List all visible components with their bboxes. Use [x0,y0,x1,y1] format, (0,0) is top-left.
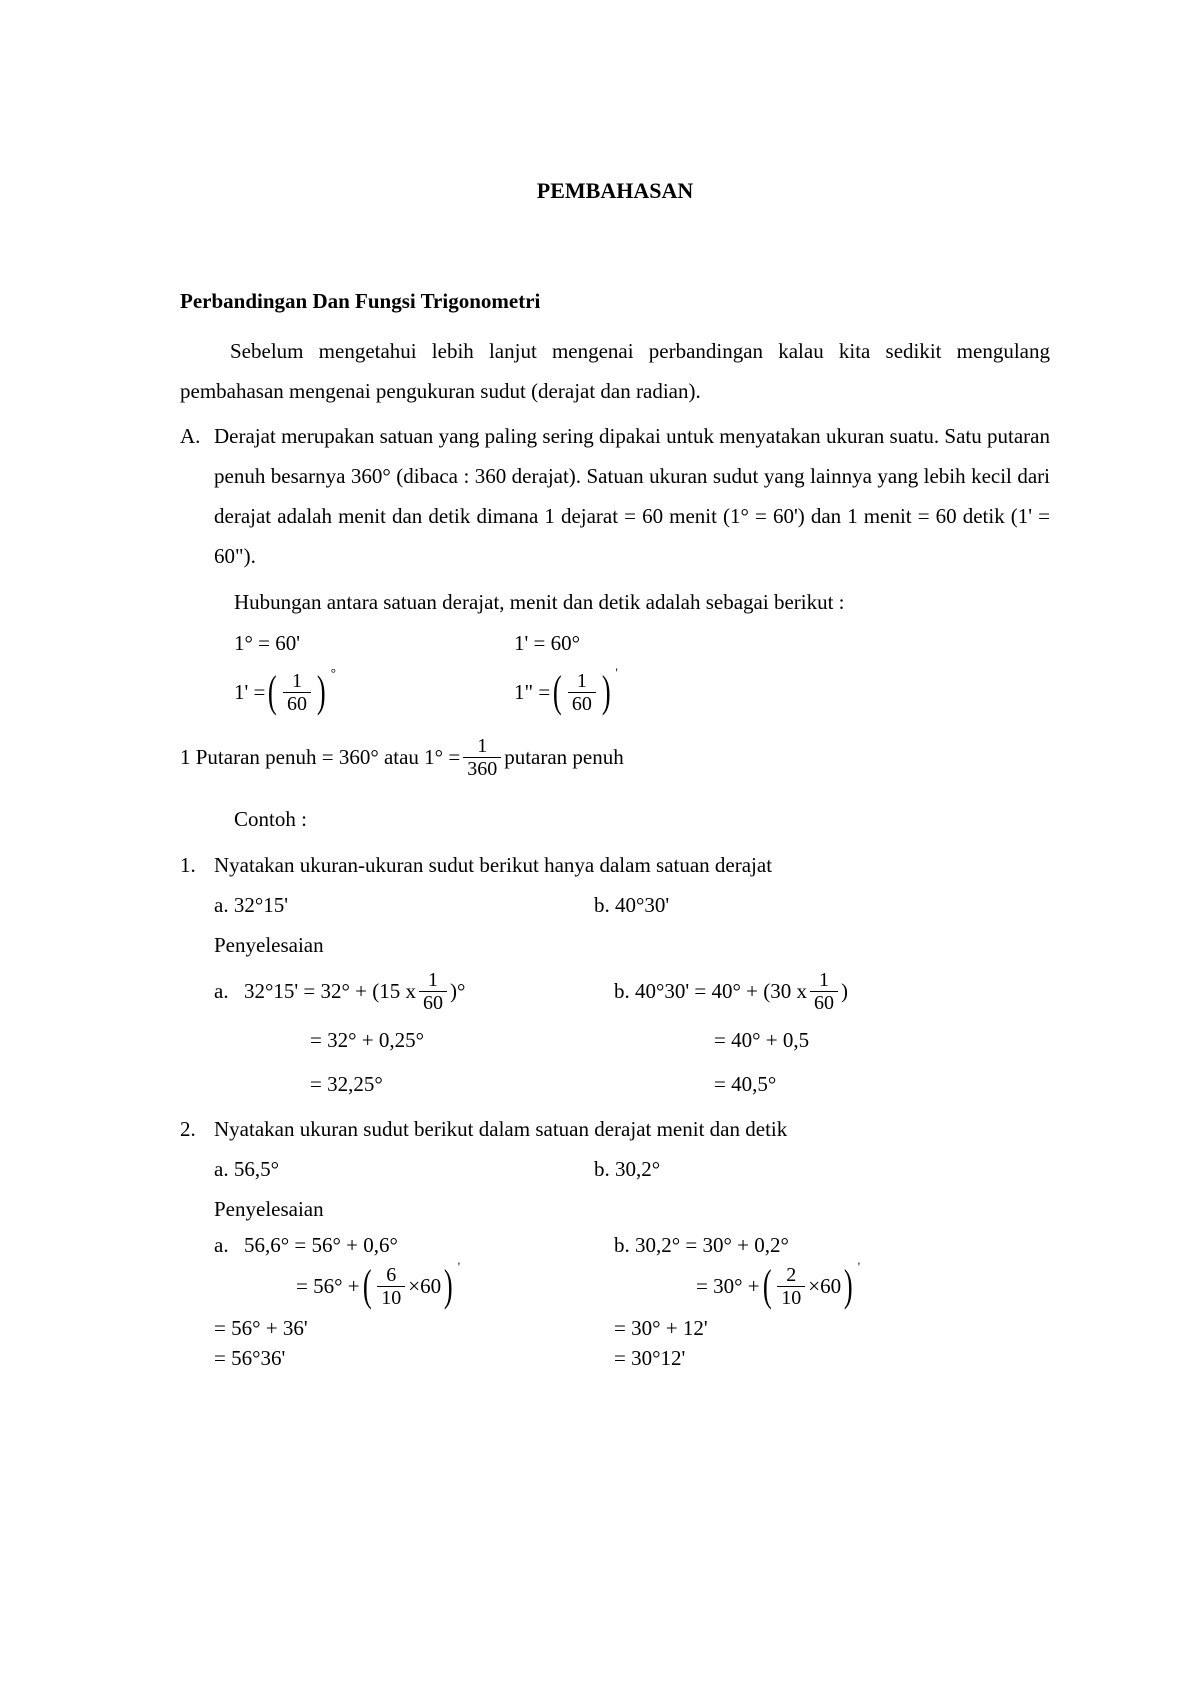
frac-1-60: 160 [419,969,447,1014]
num-marker-2: 2. [180,1110,214,1373]
problem-1: 1. Nyatakan ukuran-ukuran sudut berikut … [180,846,1050,1107]
sup-min: ' [615,666,617,679]
s2a-l4: = 56°36' [214,1343,614,1373]
s2b-l4: = 30°12' [614,1343,1050,1373]
section-subtitle: Perbandingan Dan Fungsi Trigonometri [180,282,1050,322]
s1a-l2: = 32° + 0,25° [214,1018,614,1062]
eq-2a: 1' = ( 160 ) ° [234,670,424,715]
s1a-l1: a. 32°15' = 32° + (15 x 160 )° [214,965,614,1018]
label-a: a. [214,1235,244,1256]
sup-min: ' [458,1260,460,1273]
q2-text: Nyatakan ukuran sudut berikut dalam satu… [214,1110,1050,1150]
paren-group: ( 160 ) [550,670,613,715]
frac-num: 6 [382,1264,400,1286]
penyelesaian-2: Penyelesaian [214,1190,1050,1230]
frac-1-60: 160 [810,969,838,1014]
eq-1a: 1° = 60' [234,633,424,654]
equation-row-2: 1' = ( 160 ) ° 1" = ( 160 ) ' [234,660,1050,721]
contoh-label: Contoh : [234,800,1050,840]
frac-den: 10 [777,1286,805,1309]
s1a-l3: = 32,25° [214,1062,614,1106]
eq-1b: 1' = 60° [514,633,580,654]
q1-ab-row: a. 32°15' b. 40°30' [214,886,1050,926]
x60: ×60 [808,1276,841,1297]
frac-num: 1 [815,969,833,991]
putaran-line: 1 Putaran penuh = 360° atau 1° = 1360 pu… [180,721,1050,794]
s2a-l2-pre: = 56° + [296,1276,360,1297]
equation-row-1: 1° = 60' 1' = 60° [234,623,1050,660]
paren-group: ( 210 ×60 ) [760,1264,856,1309]
eq-2b: 1" = ( 160 ) ' [514,670,618,715]
s2a-l2: = 56° + ( 610 ×60 ) ' [214,1260,614,1313]
frac-num: 1 [424,969,442,991]
s1b-l1-post: ) [841,981,848,1002]
frac-den: 360 [463,757,501,780]
problem-2: 2. Nyatakan ukuran sudut berikut dalam s… [180,1110,1050,1373]
paren-group: ( 160 ) [265,670,328,715]
s1b-l3: = 40,5° [614,1062,1050,1106]
solution-2-columns: a. 56,6° = 56° + 0,6° = 56° + ( 610 ×60 … [214,1230,1050,1373]
solution-1-columns: a. 32°15' = 32° + (15 x 160 )° = 32° + 0… [214,965,1050,1106]
list-item-a: A. Derajat merupakan satuan yang paling … [180,417,1050,577]
s2a-l1: a. 56,6° = 56° + 0,6° [214,1230,614,1260]
s2a-l1-text: 56,6° = 56° + 0,6° [244,1235,398,1256]
x60: ×60 [408,1276,441,1297]
s1a-l1-post: )° [450,981,465,1002]
sup-min: ' [858,1260,860,1273]
eq-2b-pre: 1" = [514,682,550,703]
sup-deg: ° [331,666,336,679]
s2b-l2-pre: = 30° + [696,1276,760,1297]
frac-num: 2 [782,1264,800,1286]
q1a: a. 32°15' [214,886,594,926]
paren-group: ( 610 ×60 ) [360,1264,456,1309]
s2a-l3: = 56° + 36' [214,1313,614,1343]
intro-paragraph: Sebelum mengetahui lebih lanjut mengenai… [180,332,1050,412]
q1-text: Nyatakan ukuran-ukuran sudut berikut han… [214,846,1050,886]
label-a: a. [214,981,244,1002]
q2b: b. 30,2° [594,1150,660,1190]
q2a: a. 56,5° [214,1150,594,1190]
s1b-l2: = 40° + 0,5 [614,1018,1050,1062]
s1b-l1: b. 40°30' = 40° + (30 x 160 ) [614,965,1050,1018]
eq-2a-pre: 1' = [234,682,265,703]
putaran-post: putaran penuh [504,747,624,768]
hubungan-line: Hubungan antara satuan derajat, menit da… [234,583,1050,623]
frac-1-360: 1360 [463,735,501,780]
s1a-l1-pre: 32°15' = 32° + (15 x [244,981,416,1002]
list-marker-a: A. [180,417,214,577]
s1b-l1-pre: b. 40°30' = 40° + (30 x [614,981,807,1002]
s2b-l1: b. 30,2° = 30° + 0,2° [614,1230,1050,1260]
penyelesaian-1: Penyelesaian [214,926,1050,966]
frac-den: 60 [283,692,311,715]
frac-den: 60 [810,991,838,1014]
putaran-pre: 1 Putaran penuh = 360° atau 1° = [180,747,460,768]
q1b: b. 40°30' [594,886,669,926]
frac-den: 10 [377,1286,405,1309]
page-title: PEMBAHASAN [180,170,1050,212]
frac-num: 1 [288,670,306,692]
frac-den: 60 [568,692,596,715]
frac-den: 60 [419,991,447,1014]
num-marker-1: 1. [180,846,214,1107]
frac-num: 1 [473,735,491,757]
s2b-l2: = 30° + ( 210 ×60 ) ' [614,1260,1050,1313]
frac-num: 1 [573,670,591,692]
q2-ab-row: a. 56,5° b. 30,2° [214,1150,1050,1190]
s2b-l3: = 30° + 12' [614,1313,1050,1343]
list-body-a: Derajat merupakan satuan yang paling ser… [214,417,1050,577]
